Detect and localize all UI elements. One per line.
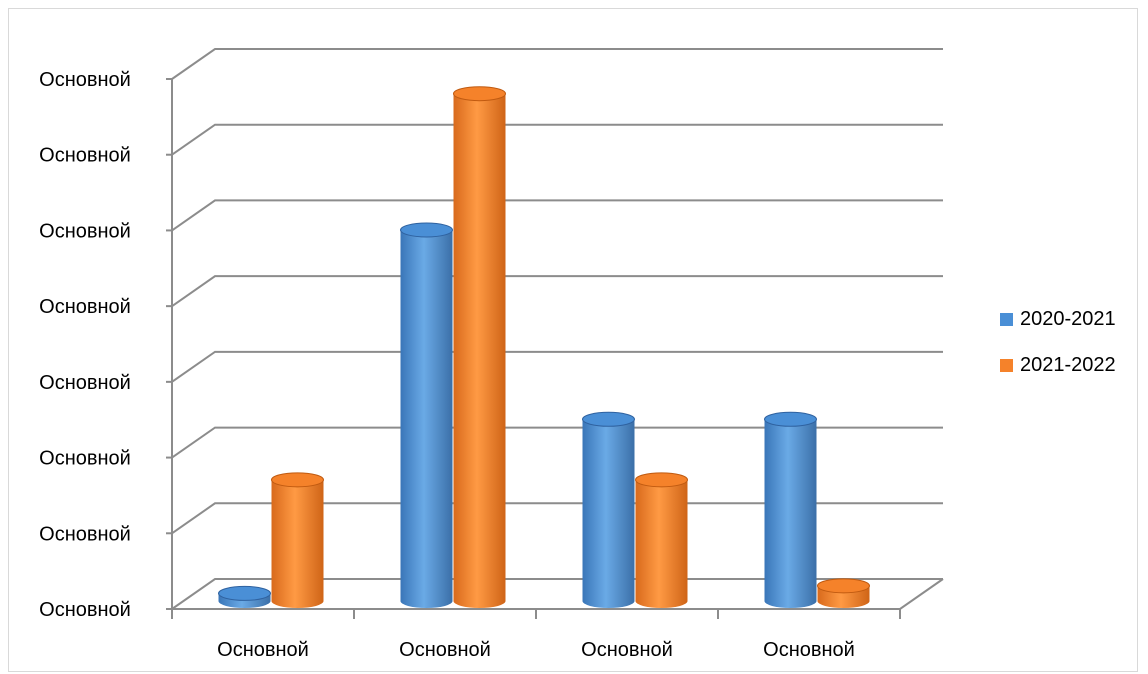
legend-swatch (1000, 359, 1013, 372)
bar-cylinder (271, 472, 324, 608)
gridline (171, 275, 943, 307)
bar-cylinder (218, 585, 271, 608)
bar-cylinder (635, 472, 688, 608)
bar-cylinder (400, 222, 453, 608)
y-tick-label: Основной (39, 448, 131, 470)
bar-top (453, 86, 506, 102)
y-tick-label: Основной (39, 372, 131, 394)
legend: 2020-2021 2021-2022 (1000, 308, 1116, 376)
y-tick-label: Основной (39, 220, 131, 242)
legend-label: 2021-2022 (1020, 354, 1116, 376)
gridline (171, 48, 943, 80)
axes (166, 78, 944, 619)
x-tick-label: Основной (217, 639, 309, 661)
bar-body (453, 93, 506, 608)
bar-body (635, 479, 688, 608)
gridline (171, 350, 943, 383)
bar-cylinder (764, 411, 817, 608)
bar-body (582, 419, 635, 608)
bar-cylinder (453, 86, 506, 608)
y-tick-label: Основной (39, 145, 131, 167)
bar-top (218, 585, 271, 601)
x-tick-label: Основной (399, 639, 491, 661)
bar-body (271, 479, 324, 608)
gridline (171, 199, 943, 232)
bars (218, 86, 870, 608)
bar-top (764, 411, 817, 427)
y-tick-label: Основной (39, 296, 131, 318)
gridline (171, 123, 943, 156)
y-tick-label: Основной (39, 599, 131, 621)
x-tick-label: Основной (763, 639, 855, 661)
y-tick-label: Основной (39, 69, 131, 91)
gridline (171, 502, 943, 535)
x-tick-label: Основной (581, 639, 673, 661)
chart-frame (8, 8, 1138, 672)
gridlines (171, 48, 943, 610)
bar-body (400, 230, 453, 608)
bar-top (271, 472, 324, 488)
bar-top (817, 578, 870, 594)
legend-swatch (1000, 313, 1013, 326)
gridline (171, 426, 943, 459)
tick-labels: Основной Основной Основной Основной Основной… (39, 69, 855, 661)
bar-cylinder (817, 578, 870, 608)
bar-top (635, 472, 688, 488)
bar-body (764, 419, 817, 608)
legend-label: 2020-2021 (1020, 308, 1116, 330)
bar-top (582, 411, 635, 427)
gridline (171, 578, 943, 610)
y-tick-label: Основной (39, 523, 131, 545)
bar-cylinder (582, 411, 635, 608)
bar-top (400, 222, 453, 238)
